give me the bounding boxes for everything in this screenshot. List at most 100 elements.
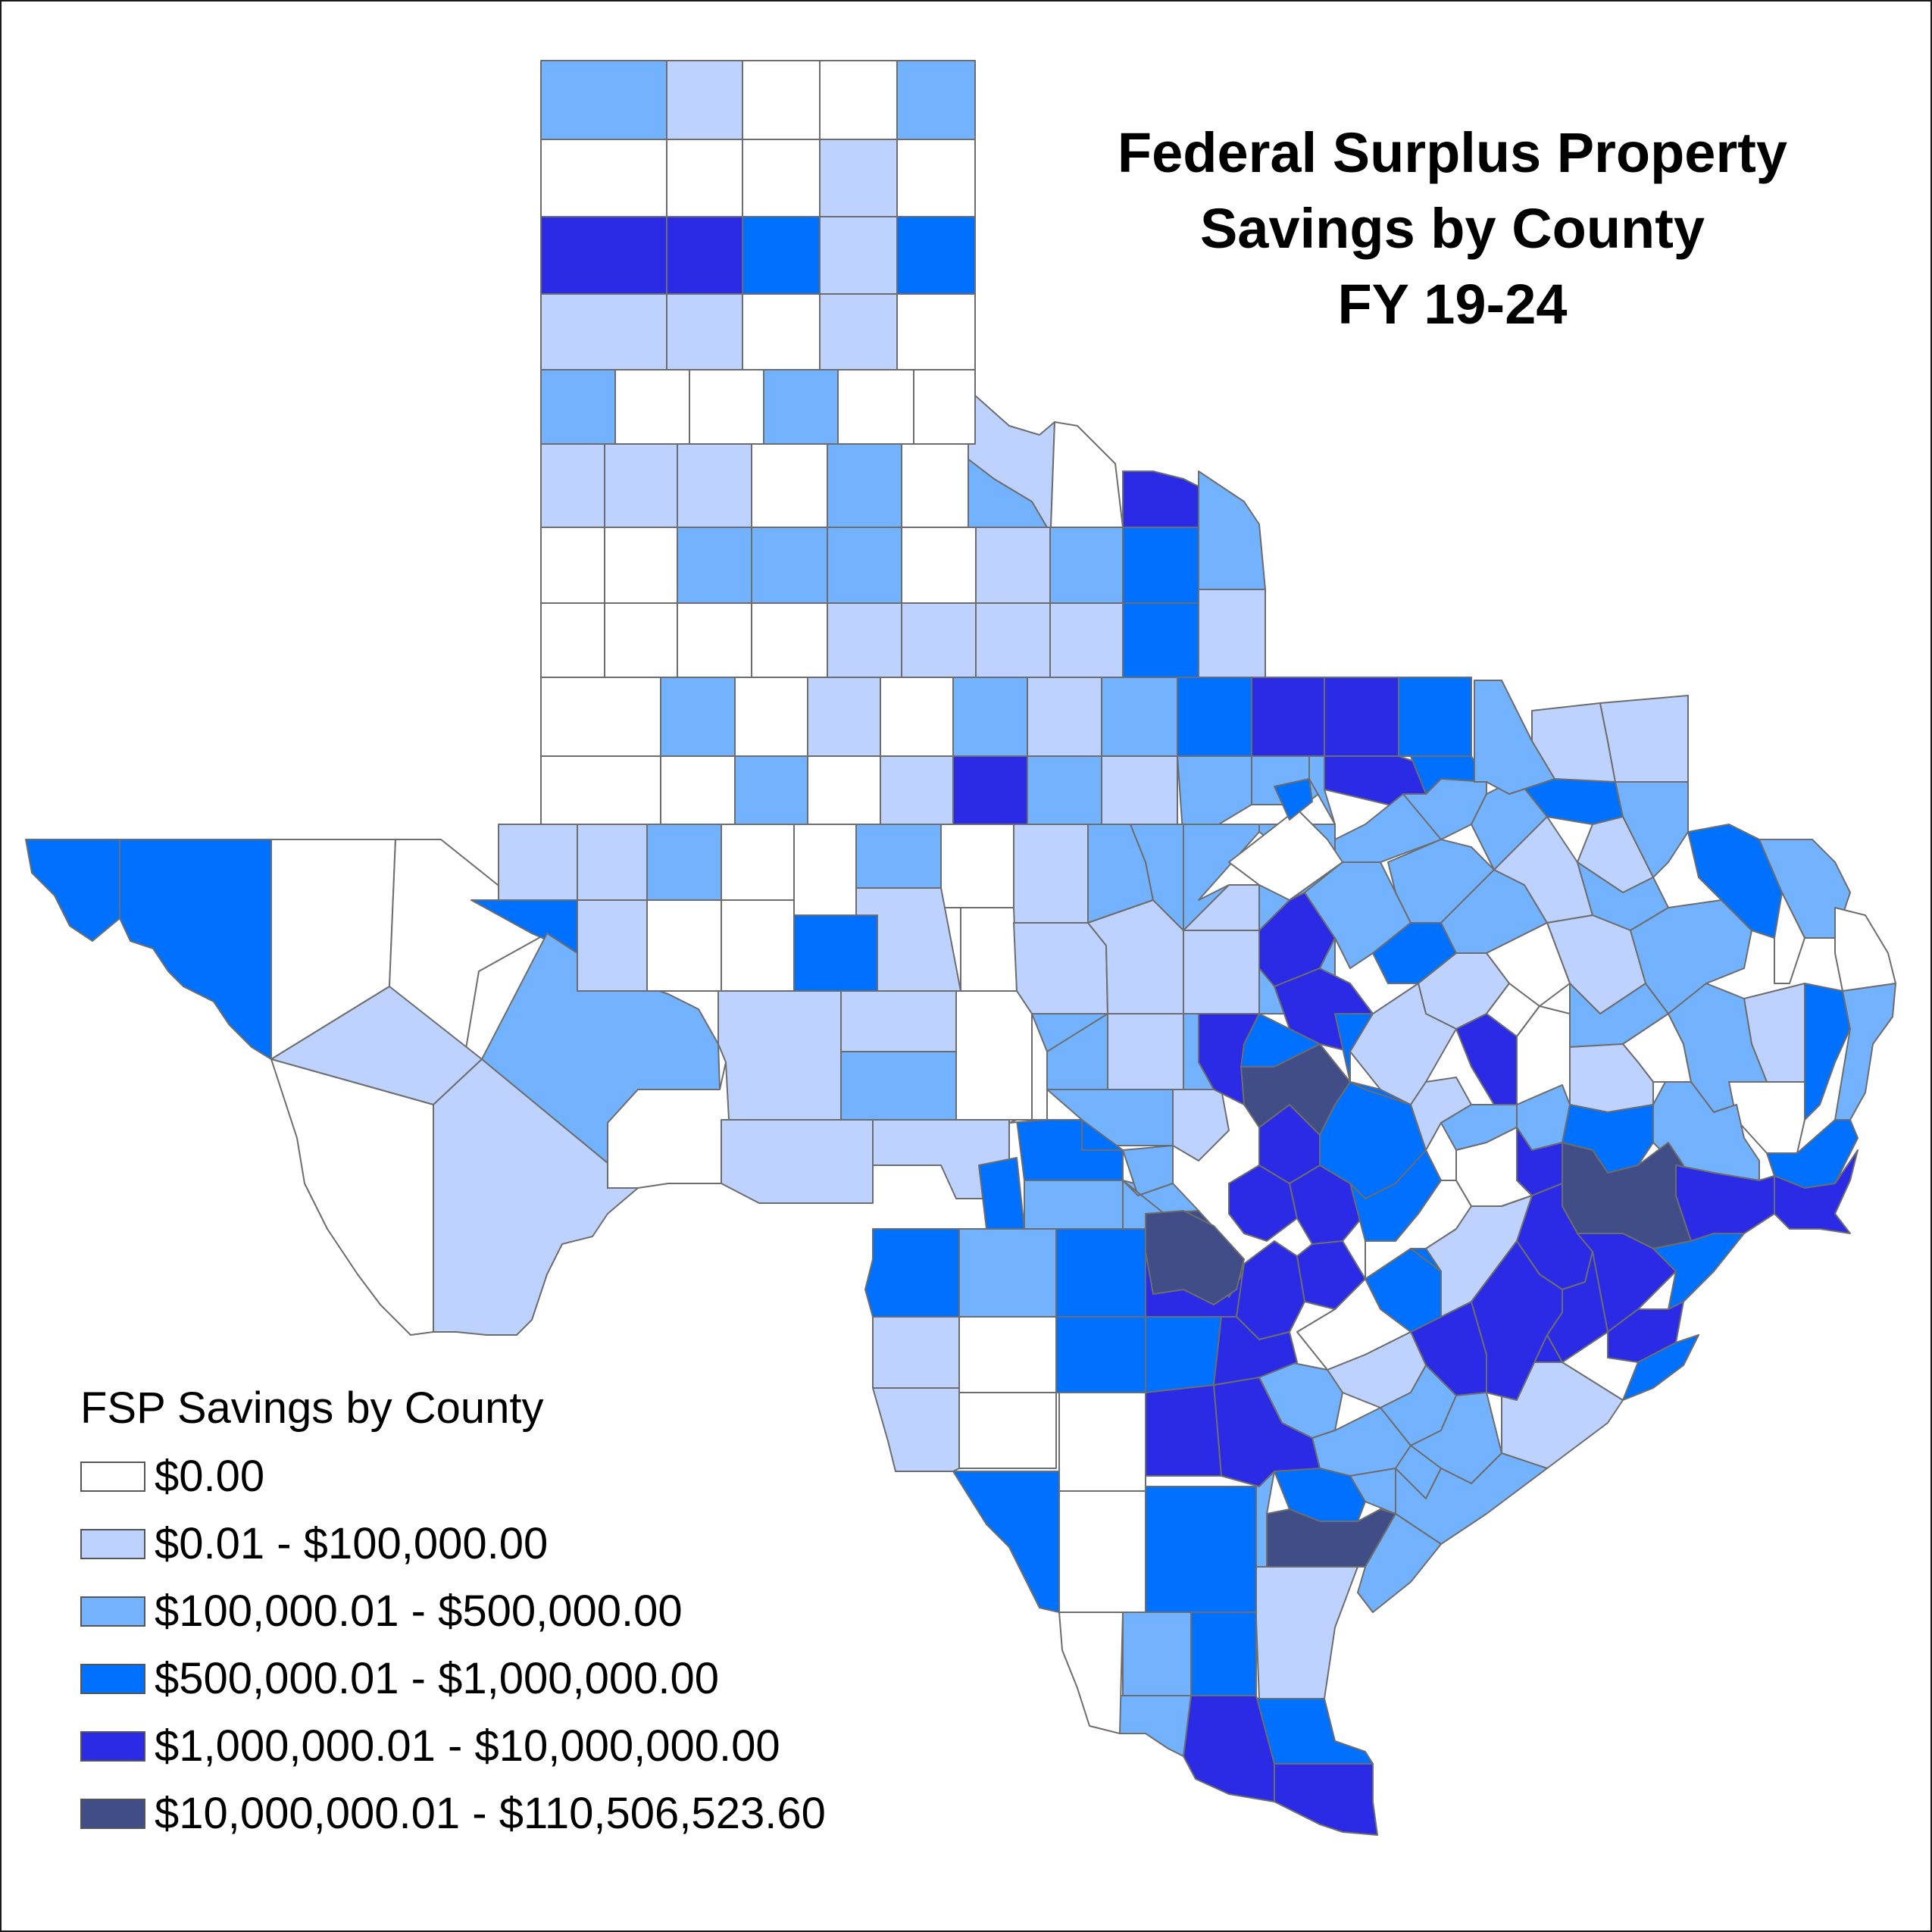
county	[1357, 1513, 1442, 1613]
county	[604, 602, 678, 678]
county	[872, 1387, 960, 1472]
map-title-line-2: Savings by County	[1199, 197, 1705, 260]
map-title-line-3: FY 19-24	[1337, 273, 1568, 336]
county	[119, 839, 272, 1060]
county	[1607, 1301, 1684, 1363]
county	[1145, 1384, 1222, 1477]
county	[1145, 1486, 1257, 1613]
county	[819, 60, 898, 140]
county	[872, 1316, 960, 1389]
county	[807, 755, 881, 825]
legend-item: $10,000,000.01 - $110,506,523.60	[80, 1780, 826, 1847]
legend-item: $0.01 - $100,000.00	[80, 1510, 826, 1577]
county	[872, 1119, 1010, 1199]
county	[540, 216, 667, 295]
county	[1774, 1149, 1859, 1234]
county	[1599, 695, 1689, 783]
county	[1122, 527, 1199, 604]
county	[793, 914, 878, 992]
county	[742, 216, 821, 295]
county	[751, 602, 828, 678]
county	[1190, 1612, 1257, 1696]
county	[968, 395, 1055, 528]
map-title-line-1: Federal Surplus Property	[1117, 121, 1788, 184]
county	[1172, 1089, 1230, 1161]
county	[1198, 470, 1266, 590]
county	[1652, 1233, 1745, 1310]
map-legend: FSP Savings by County $0.00 $0.01 - $100…	[80, 1374, 826, 1847]
legend-label: $1,000,000.01 - $10,000,000.00	[155, 1721, 780, 1771]
county	[855, 824, 942, 889]
county	[880, 677, 954, 757]
county	[1198, 589, 1266, 678]
county	[1013, 922, 1108, 1014]
county	[1122, 1612, 1192, 1696]
county	[1308, 755, 1336, 825]
county	[689, 369, 764, 445]
county	[1114, 1695, 1192, 1757]
county	[1081, 1119, 1124, 1151]
county	[901, 527, 977, 604]
county	[955, 990, 1033, 1121]
county	[1398, 677, 1472, 757]
county	[540, 602, 605, 678]
legend-swatch	[80, 1663, 145, 1694]
county	[1122, 470, 1199, 528]
county	[1213, 1377, 1321, 1487]
county	[896, 60, 976, 140]
county	[1101, 677, 1178, 757]
county	[827, 527, 902, 604]
county	[1058, 1612, 1124, 1734]
county-layer	[25, 60, 1896, 1836]
county	[864, 1228, 960, 1318]
county	[721, 1119, 874, 1204]
county	[1236, 1240, 1305, 1340]
county	[751, 527, 828, 604]
county	[270, 1058, 434, 1336]
county	[958, 1316, 1057, 1393]
county	[614, 369, 690, 445]
county	[666, 139, 743, 217]
county	[540, 369, 616, 445]
county	[896, 293, 976, 370]
county	[1834, 907, 1896, 992]
county	[677, 443, 752, 528]
county	[1425, 1195, 1533, 1318]
county	[540, 677, 661, 757]
county	[1145, 1316, 1222, 1393]
county	[958, 1392, 1057, 1469]
county	[540, 755, 661, 825]
county	[1834, 983, 1896, 1121]
legend-item: $100,000.01 - $500,000.00	[80, 1577, 826, 1645]
county	[666, 216, 743, 295]
county	[1013, 824, 1089, 924]
county	[952, 755, 1028, 825]
county	[1027, 677, 1102, 757]
county	[646, 899, 722, 992]
county	[604, 443, 678, 528]
county	[1255, 1566, 1358, 1699]
county	[677, 527, 752, 604]
map-title: Federal Surplus Property Savings by Coun…	[1024, 115, 1880, 342]
legend-swatch	[80, 1798, 145, 1829]
county	[1101, 755, 1178, 825]
county	[940, 824, 1014, 908]
county	[1008, 1089, 1083, 1124]
county	[498, 824, 578, 901]
county	[1471, 1240, 1563, 1401]
county	[1050, 421, 1124, 528]
county	[721, 899, 795, 992]
county	[1410, 755, 1487, 795]
legend-swatch	[80, 1596, 145, 1627]
county	[1122, 602, 1199, 678]
county	[742, 139, 821, 217]
county	[25, 839, 120, 942]
county	[1024, 1180, 1124, 1230]
county	[827, 602, 902, 678]
county	[960, 907, 1018, 992]
county	[978, 1157, 1025, 1230]
county	[577, 899, 648, 992]
county	[819, 139, 898, 217]
county	[1049, 527, 1124, 604]
